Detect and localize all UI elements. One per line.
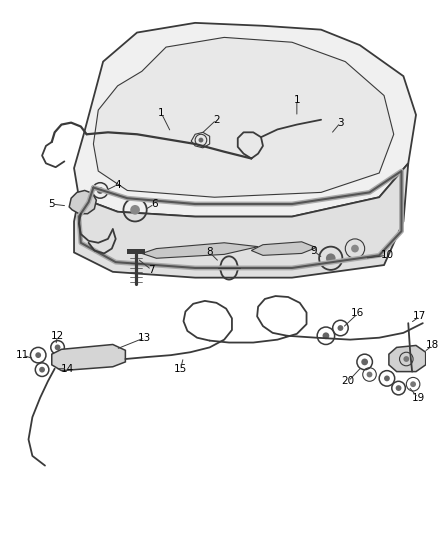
Text: 5: 5 (49, 199, 55, 209)
Text: 9: 9 (310, 246, 317, 255)
Circle shape (97, 187, 104, 194)
Polygon shape (127, 248, 145, 254)
Circle shape (130, 205, 140, 215)
Polygon shape (74, 23, 416, 216)
Polygon shape (52, 344, 125, 370)
Text: 18: 18 (426, 341, 438, 351)
Circle shape (326, 253, 336, 263)
Text: 1: 1 (293, 95, 300, 106)
Circle shape (403, 356, 409, 362)
Circle shape (367, 372, 372, 377)
Text: 8: 8 (206, 247, 213, 257)
Text: 14: 14 (60, 364, 74, 374)
Text: 15: 15 (174, 364, 187, 374)
Circle shape (322, 333, 329, 339)
Circle shape (361, 359, 368, 365)
Circle shape (351, 245, 359, 253)
Text: 19: 19 (411, 393, 424, 403)
Polygon shape (74, 163, 408, 278)
Text: 1: 1 (158, 108, 165, 118)
Text: 3: 3 (337, 118, 344, 127)
Circle shape (384, 375, 390, 381)
Polygon shape (251, 242, 316, 255)
Polygon shape (69, 190, 96, 214)
Circle shape (198, 138, 203, 142)
Circle shape (55, 344, 60, 350)
Text: 6: 6 (151, 199, 158, 209)
Circle shape (35, 352, 41, 358)
Circle shape (39, 367, 45, 373)
Text: 17: 17 (413, 311, 427, 321)
Text: 4: 4 (114, 180, 121, 190)
Text: 16: 16 (351, 309, 364, 319)
Text: 2: 2 (213, 115, 220, 125)
Circle shape (338, 325, 343, 331)
Polygon shape (389, 345, 426, 372)
Text: 12: 12 (51, 331, 64, 341)
Text: 7: 7 (148, 265, 155, 275)
Polygon shape (142, 243, 258, 259)
Circle shape (396, 385, 402, 391)
Text: 11: 11 (16, 350, 29, 360)
Polygon shape (93, 37, 394, 197)
Text: 10: 10 (380, 251, 393, 260)
Text: 20: 20 (342, 376, 355, 386)
Text: 13: 13 (138, 333, 152, 343)
Circle shape (410, 381, 416, 387)
